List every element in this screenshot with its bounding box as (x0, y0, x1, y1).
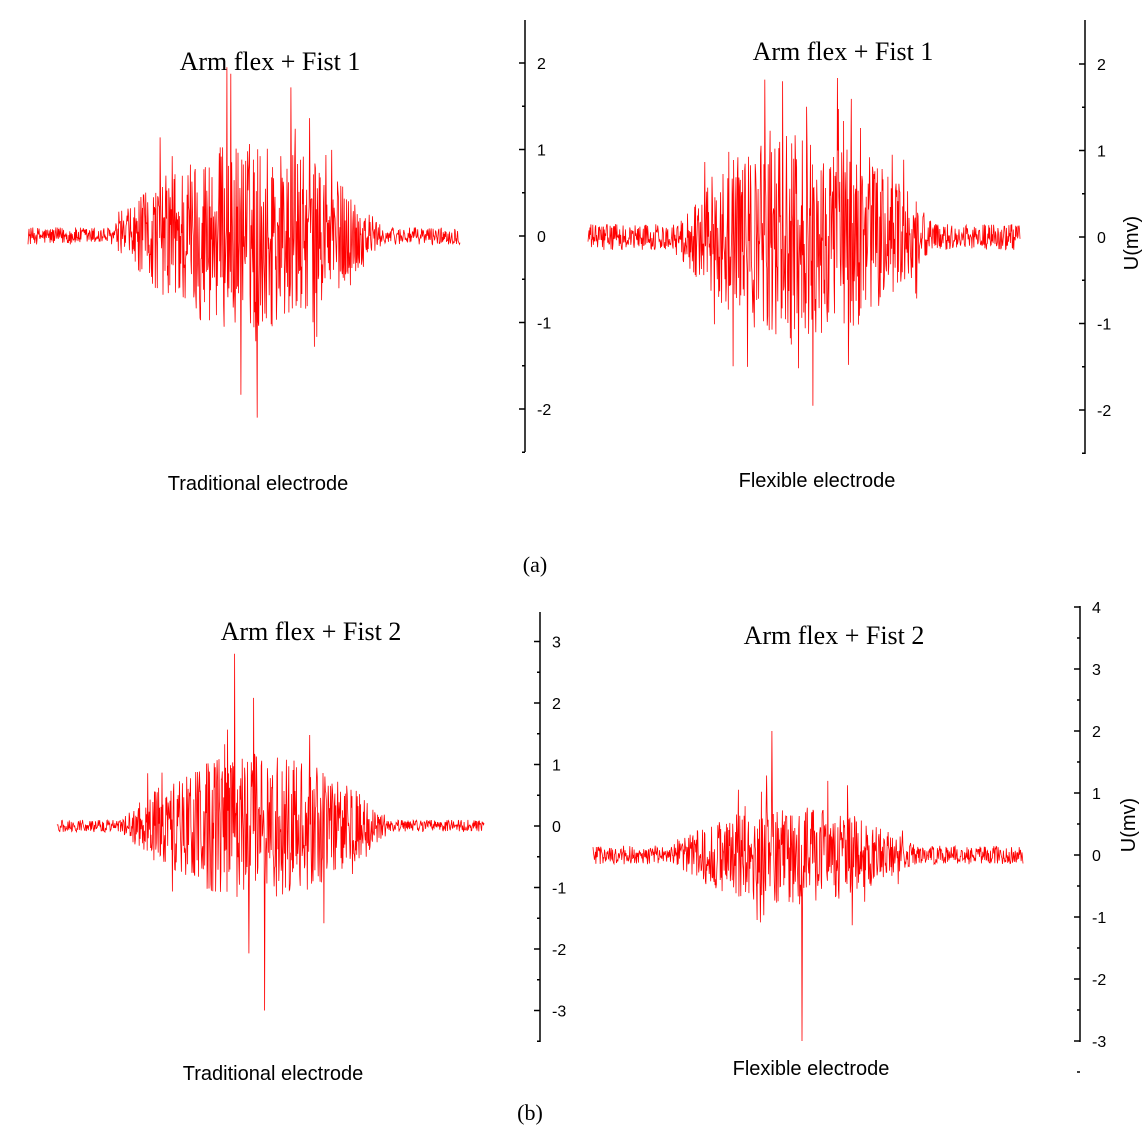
chart-title: Arm flex + Fist 1 (180, 47, 361, 76)
y-tick-label: 0 (537, 229, 546, 246)
y-tick-label: 2 (1092, 724, 1101, 741)
chart-b-traditional: Arm flex + Fist 2 3 2 1 0 -1 -2 -3 Traditional… (56, 612, 566, 1085)
y-tick-label: 2 (552, 696, 561, 713)
emg-trace-b-traditional (56, 653, 485, 1011)
y-ticks: 2 1 0 -1 -2 (1079, 57, 1111, 454)
y-tick-label: 1 (552, 758, 561, 775)
emg-trace-a-traditional (27, 67, 461, 418)
y-tick-label: 2 (537, 56, 546, 73)
y-ticks: 4 3 2 1 0 -1 -2 -3 (1074, 600, 1106, 1073)
y-tick-label: -2 (1092, 972, 1106, 989)
y-tick-label: -1 (552, 881, 566, 898)
chart-b-flexible: Arm flex + Fist 2 4 3 2 1 0 -1 -2 -3 U(mv) Flex… (592, 600, 1140, 1080)
chart-caption: Flexible electrode (733, 1058, 890, 1080)
y-tick-label: 1 (1092, 786, 1101, 803)
y-tick-label: 1 (1097, 144, 1106, 161)
chart-caption: Flexible electrode (739, 470, 896, 492)
chart-a-traditional: Arm flex + Fist 1 2 1 0 -1 -2 Traditional el… (27, 20, 551, 495)
y-axis-label: U(mv) (1121, 216, 1143, 270)
panel-a-label: (a) (523, 552, 547, 577)
y-tick-label: 0 (1092, 848, 1101, 865)
chart-caption: Traditional electrode (168, 473, 348, 495)
y-tick-label: -2 (1097, 403, 1111, 420)
chart-a-flexible: Arm flex + Fist 1 2 1 0 -1 -2 U(mv) Flexible… (587, 20, 1143, 492)
panel-b-label: (b) (517, 1100, 543, 1125)
y-tick-label: -2 (537, 402, 551, 419)
y-tick-label: 1 (537, 143, 546, 160)
chart-title: Arm flex + Fist 2 (744, 621, 925, 650)
chart-caption: Traditional electrode (183, 1063, 363, 1085)
y-tick-label: -3 (1092, 1034, 1106, 1051)
y-tick-label: 0 (1097, 230, 1106, 247)
y-tick-label: -1 (537, 316, 551, 333)
chart-title: Arm flex + Fist 2 (221, 617, 402, 646)
y-tick-label: 4 (1092, 600, 1101, 617)
y-tick-label: 0 (552, 819, 561, 836)
emg-trace-b-flexible (592, 730, 1024, 1042)
y-tick-label: -1 (1092, 910, 1106, 927)
y-tick-label: 3 (1092, 662, 1101, 679)
y-tick-label: -2 (552, 942, 566, 959)
y-ticks: 3 2 1 0 -1 -2 -3 (534, 635, 566, 1042)
y-tick-label: 2 (1097, 57, 1106, 74)
y-axis-label: U(mv) (1118, 798, 1140, 852)
y-tick-label: -3 (552, 1004, 566, 1021)
chart-title: Arm flex + Fist 1 (753, 37, 934, 66)
y-tick-label: -1 (1097, 317, 1111, 334)
emg-trace-a-flexible (587, 77, 1021, 406)
y-ticks: 2 1 0 -1 -2 (519, 56, 551, 453)
y-tick-label: 3 (552, 635, 561, 652)
